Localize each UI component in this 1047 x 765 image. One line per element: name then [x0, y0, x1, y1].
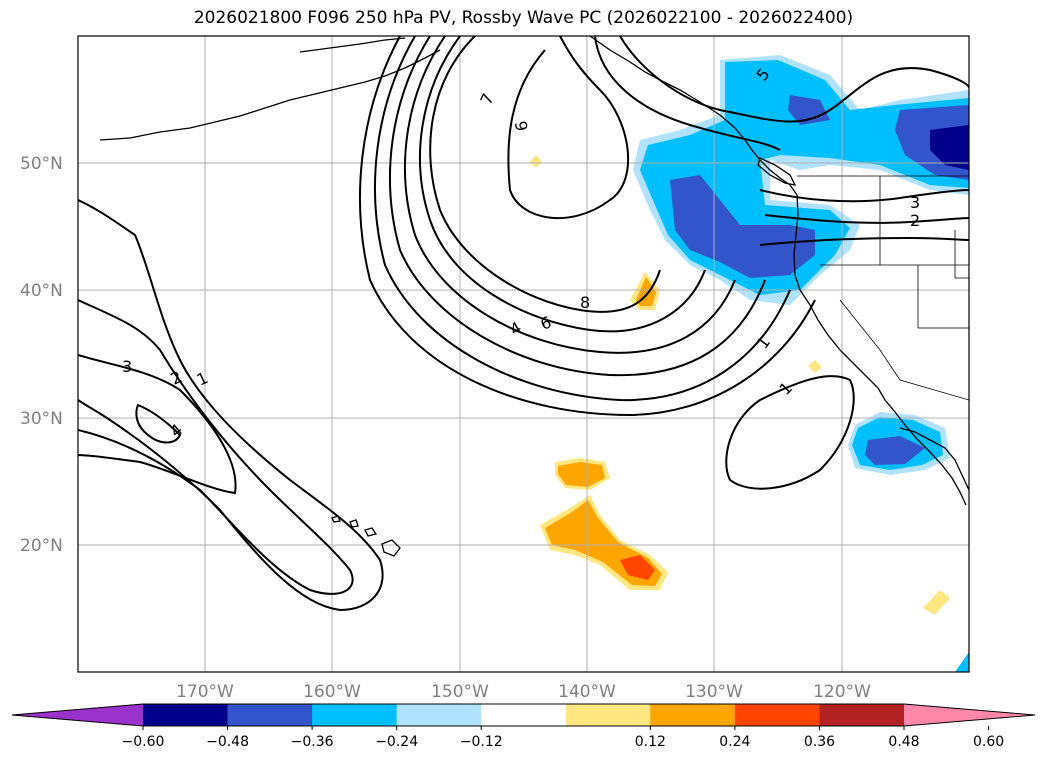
colorbar-extension-min [12, 704, 143, 726]
colorbar-segment [143, 704, 229, 726]
colorbar-segment [734, 704, 820, 726]
shade-dark-blue-2 [788, 95, 830, 125]
contour-east-2 [764, 214, 969, 224]
colorbar-segment [227, 704, 313, 726]
contour-trough-d [359, 36, 816, 417]
hawaii-island-oahu [349, 519, 359, 528]
colorbar-extension-max [904, 704, 1035, 726]
colorbar-tick-label: 0.60 [973, 734, 1004, 750]
contour-label: 3 [910, 193, 920, 212]
lat-label: 40°N [20, 281, 63, 301]
shade-red-hawaii-east [620, 555, 655, 580]
plot-frame [77, 35, 970, 673]
latitude-labels: 50°N 40°N 30°N 20°N [20, 154, 63, 556]
lat-label: 30°N [20, 409, 63, 429]
contour-west-4 [135, 403, 182, 444]
alaska-peninsula [299, 37, 406, 53]
shade-orange-hawaii-north [558, 462, 605, 487]
contour-label: 6 [511, 119, 531, 132]
contour-ridge-1 [594, 36, 781, 151]
mexico-mainland-coast [899, 427, 969, 491]
contour-trough-6 [507, 36, 630, 220]
colorbar-tick-label: −0.48 [206, 734, 249, 750]
negative-anomaly-shading [633, 55, 969, 672]
hawaii-island-maui [364, 527, 378, 537]
contour-trough-a [404, 36, 736, 354]
lon-label: 130°W [685, 682, 743, 702]
contour-trough-8 [419, 36, 706, 333]
colorbar-tick-label: −0.24 [375, 734, 418, 750]
shade-yellow-small-2 [808, 360, 822, 373]
pv-contours [78, 36, 969, 612]
contour-west-2 [78, 299, 354, 595]
lon-label: 170°W [176, 682, 234, 702]
contour-subtrop-1 [725, 375, 855, 490]
shade-dark-blue-baja [865, 436, 925, 465]
colorbar-tick-label: 0.12 [635, 734, 666, 750]
colorbar-segment [481, 704, 567, 726]
alaska-southeast-coast [589, 36, 753, 151]
contour-east-1 [759, 236, 969, 246]
contour-trough-c [374, 36, 791, 402]
shade-navy-1 [930, 125, 969, 170]
map-title: 2026021800 F096 250 hPa PV, Rossby Wave … [193, 8, 854, 28]
colorbar-segment [819, 704, 905, 726]
bc-coast [751, 149, 798, 196]
colorbar: −0.60 −0.48 −0.36 −0.24 −0.12 0.12 0.24 0.36 0.4… [11, 703, 1036, 750]
colorbar-segment [312, 704, 398, 726]
colorbar-tick-label: 0.48 [888, 734, 919, 750]
colorbar-segment [565, 704, 651, 726]
colorbar-segment [650, 704, 736, 726]
lon-label: 150°W [431, 682, 489, 702]
shade-orange-offshore [636, 277, 656, 306]
colorbar-segment [396, 704, 482, 726]
shade-yellow-small-3 [923, 590, 950, 615]
contour-label: 8 [580, 293, 590, 312]
colorbar-tick-label: −0.36 [291, 734, 334, 750]
gridlines [78, 36, 969, 672]
lon-label: 160°W [303, 682, 361, 702]
contour-trough-7 [429, 36, 661, 313]
colorbar-tick-label: 0.24 [719, 734, 750, 750]
contour-east-5 [619, 36, 969, 123]
shade-corner-se [955, 652, 969, 672]
hawaii-island-big [381, 539, 401, 557]
contour-label: 2 [910, 211, 920, 230]
colorbar-tick-label: 0.36 [804, 734, 835, 750]
contour-trough-b [389, 36, 766, 377]
contour-west-1 [78, 354, 237, 495]
contour-east-3 [759, 189, 969, 203]
baja-california [877, 387, 967, 506]
lat-label: 50°N [20, 154, 63, 174]
lat-label: 20°N [20, 536, 63, 556]
shade-yellow-small-1 [530, 155, 542, 168]
political-borders [797, 175, 969, 401]
colorbar-tick-label: −0.60 [122, 734, 165, 750]
colorbar-tick-label: −0.12 [460, 734, 503, 750]
positive-anomaly-shading [530, 155, 950, 615]
lon-label: 140°W [558, 682, 616, 702]
lon-label: 120°W [813, 682, 871, 702]
us-west-coast [793, 194, 879, 389]
longitude-labels: 170°W 160°W 150°W 140°W 130°W 120°W [176, 682, 871, 702]
vancouver-island [757, 157, 797, 186]
shade-dark-blue-1 [670, 175, 815, 278]
coastlines [99, 36, 969, 557]
contour-label: 3 [122, 357, 132, 376]
hawaii-island-kauai [331, 515, 341, 523]
contour-west-3 [78, 199, 384, 612]
